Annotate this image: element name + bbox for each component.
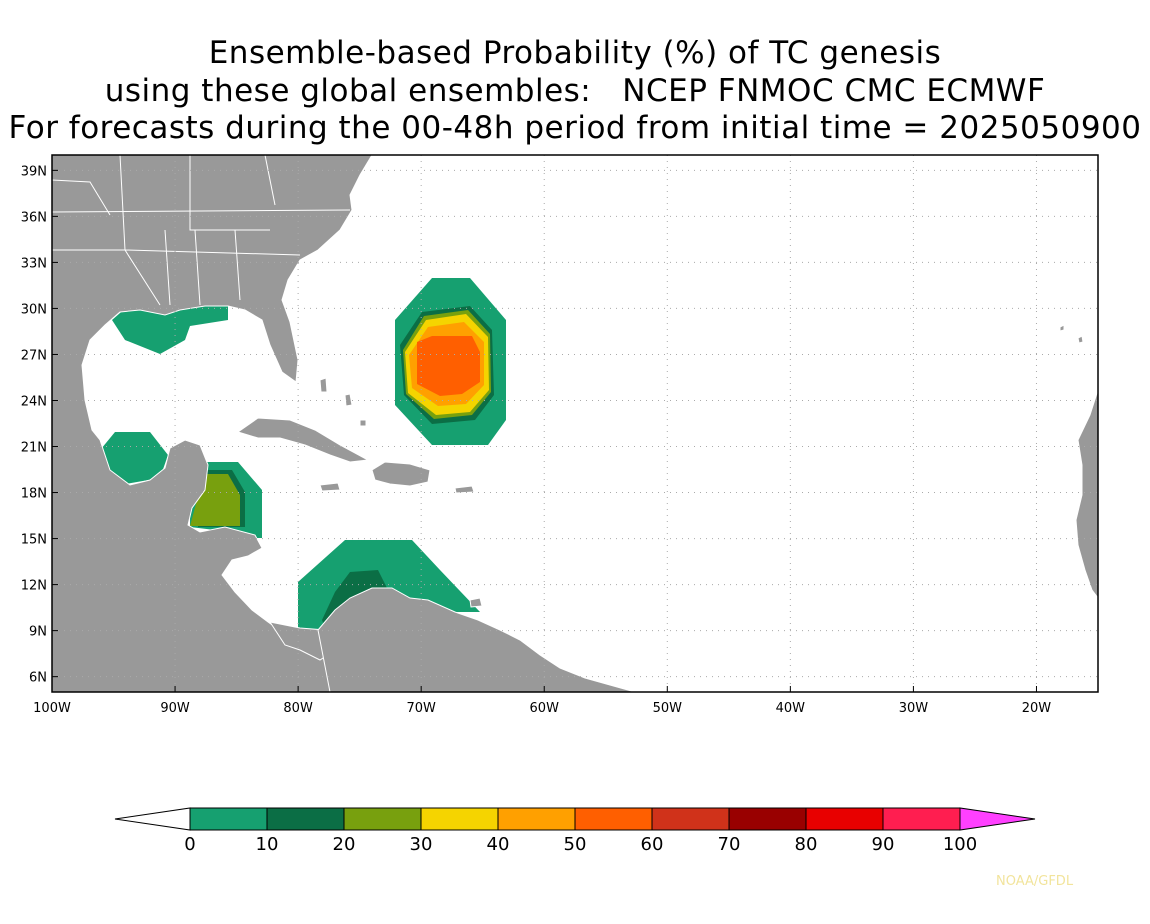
colorbar-level-label: 0 [184, 834, 195, 855]
colorbar-level-label: 30 [410, 834, 433, 855]
lat-tick-label: 36N [21, 210, 47, 225]
lat-tick-label: 33N [21, 256, 47, 271]
prob-region-atlantic-60 [417, 336, 480, 396]
lat-tick-label: 27N [21, 348, 47, 363]
colorbar-level-label: 20 [333, 834, 356, 855]
longitude-axis: 100W 90W 80W 70W 60W 50W 40W 30W 20W [33, 686, 1051, 716]
lon-tick-label: 20W [1022, 701, 1052, 716]
lat-tick-label: 30N [21, 302, 47, 317]
colorbar-level-label: 80 [795, 834, 818, 855]
colorbar-bin [420, 807, 499, 831]
colorbar-level-label: 90 [872, 834, 895, 855]
land-jamaica [319, 482, 341, 492]
colorbar-bin [574, 807, 653, 831]
land-cuba [236, 417, 370, 463]
land-puerto-rico [454, 485, 475, 494]
title-line-3: For forecasts during the 00-48h period f… [8, 110, 1142, 146]
land-africa [1075, 389, 1098, 599]
colorbar: 0 10 20 30 40 50 60 70 80 90 100 [114, 807, 1036, 855]
lat-tick-label: 15N [21, 533, 47, 548]
land-canary [1059, 324, 1084, 344]
lon-tick-label: 60W [530, 701, 560, 716]
colorbar-level-label: 40 [487, 834, 510, 855]
lat-tick-label: 18N [21, 487, 47, 502]
colorbar-bin [497, 807, 576, 831]
latitude-axis: 39N 36N 33N 30N 27N 24N 21N 18N 15N 12N 9N 6N [21, 164, 58, 686]
colorbar-level-label: 50 [564, 834, 587, 855]
colorbar-level-label: 100 [943, 834, 977, 855]
colorbar-bin [805, 807, 884, 831]
lon-tick-label: 70W [406, 701, 436, 716]
lon-tick-label: 100W [33, 701, 71, 716]
land-masses [52, 155, 1098, 692]
colorbar-bin [882, 807, 961, 831]
lat-tick-label: 21N [21, 441, 47, 456]
lon-tick-label: 80W [283, 701, 313, 716]
colorbar-bin [651, 807, 730, 831]
colorbar-level-label: 70 [718, 834, 741, 855]
lat-tick-label: 39N [21, 164, 47, 179]
colorbar-under-arrow [114, 807, 191, 831]
map-plot-area [52, 155, 1098, 692]
lat-tick-label: 9N [29, 625, 47, 640]
prob-region-gulf [112, 306, 228, 354]
colorbar-bin [728, 807, 807, 831]
colorbar-level-label: 60 [641, 834, 664, 855]
colorbar-bin [189, 807, 268, 831]
land-north-america [52, 155, 373, 692]
colorbar-bin [266, 807, 345, 831]
lon-tick-label: 40W [776, 701, 806, 716]
title-line-2: using these global ensembles: NCEP FNMOC… [104, 73, 1046, 109]
lon-tick-label: 50W [653, 701, 683, 716]
colorbar-over-arrow [959, 807, 1036, 831]
land-hispaniola [371, 461, 431, 487]
lat-tick-label: 6N [29, 671, 47, 686]
lat-tick-label: 12N [21, 579, 47, 594]
lon-tick-label: 90W [160, 701, 190, 716]
credit-label: NOAA/GFDL [996, 874, 1074, 889]
map-frame [51, 154, 1099, 693]
land-trinidad [469, 597, 483, 608]
land-bahamas [319, 377, 367, 427]
map-grid [52, 155, 1098, 692]
colorbar-bin [343, 807, 422, 831]
colorbar-level-label: 10 [256, 834, 279, 855]
title-line-1: Ensemble-based Probability (%) of TC gen… [208, 35, 942, 71]
lon-tick-label: 30W [899, 701, 929, 716]
lat-tick-label: 24N [21, 394, 47, 409]
land-south-america [317, 587, 636, 692]
prob-region-caribbean [298, 540, 480, 692]
state-borders [52, 155, 351, 306]
